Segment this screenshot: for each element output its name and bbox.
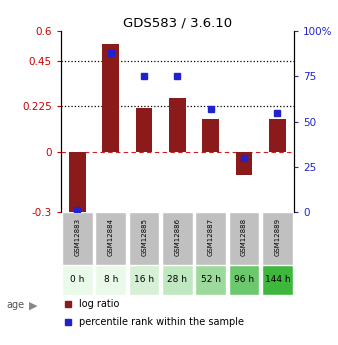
Bar (162, 265, 193, 295)
Bar (96, 265, 126, 295)
Text: GSM12887: GSM12887 (208, 218, 214, 256)
Bar (195, 265, 226, 295)
Text: GSM12886: GSM12886 (174, 218, 180, 256)
Text: GSM12883: GSM12883 (74, 218, 80, 256)
Bar (262, 212, 293, 265)
Text: GSM12889: GSM12889 (274, 218, 281, 256)
Bar (129, 265, 160, 295)
Text: 28 h: 28 h (167, 276, 188, 285)
Text: 52 h: 52 h (201, 276, 221, 285)
Text: GSM12885: GSM12885 (141, 218, 147, 256)
Bar (202, 119, 219, 152)
Text: GSM12888: GSM12888 (241, 218, 247, 256)
Text: log ratio: log ratio (79, 299, 120, 309)
Bar (62, 265, 93, 295)
Text: age: age (7, 300, 25, 310)
Bar (129, 212, 160, 265)
Text: ▶: ▶ (29, 300, 37, 310)
Bar (236, 152, 252, 175)
Bar (169, 98, 186, 152)
Text: 0 h: 0 h (70, 276, 85, 285)
Bar (262, 265, 293, 295)
Bar (229, 265, 259, 295)
Bar (162, 212, 193, 265)
Text: 96 h: 96 h (234, 276, 254, 285)
Bar (195, 212, 226, 265)
Bar (102, 44, 119, 152)
Bar (136, 108, 152, 152)
Text: 144 h: 144 h (265, 276, 290, 285)
Bar (269, 119, 286, 152)
Text: 16 h: 16 h (134, 276, 154, 285)
Bar (96, 212, 126, 265)
Bar (62, 212, 93, 265)
Title: GDS583 / 3.6.10: GDS583 / 3.6.10 (123, 17, 232, 30)
Text: GSM12884: GSM12884 (108, 218, 114, 256)
Bar (69, 152, 86, 228)
Text: percentile rank within the sample: percentile rank within the sample (79, 317, 244, 327)
Text: 8 h: 8 h (104, 276, 118, 285)
Bar (229, 212, 259, 265)
